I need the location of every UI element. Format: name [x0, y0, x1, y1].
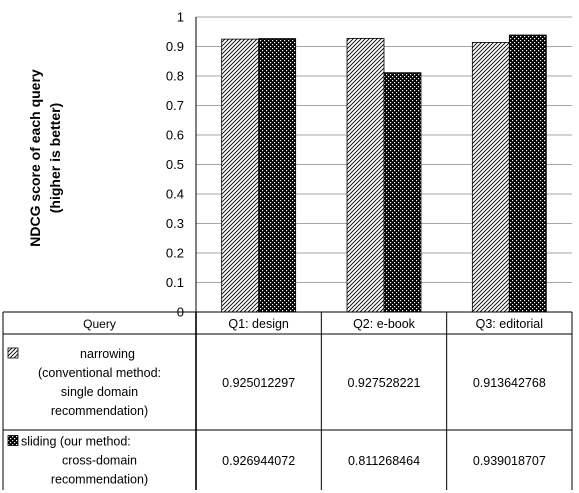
legend-entry-line: recommendation)	[51, 404, 148, 418]
y-axis-label-line1: NDCG score of each query	[27, 69, 43, 247]
y-tick-label: 0.3	[166, 216, 184, 231]
legend-entry-line: narrowing	[80, 347, 135, 361]
bar	[221, 38, 260, 313]
bar	[508, 34, 547, 313]
bar	[383, 72, 422, 313]
y-tick-label: 0.5	[166, 157, 184, 172]
x-tick-label: Q2: e-book	[353, 317, 416, 331]
legend-entry-line: single domain	[61, 385, 138, 399]
y-tick-label: 0.1	[166, 275, 184, 290]
data-value-cell: 0.811268464	[348, 454, 420, 468]
y-tick-label: 0.8	[166, 69, 184, 84]
axes	[190, 17, 572, 313]
y-tick-label: 0.6	[166, 128, 184, 143]
y-axis-label-line2: (higher is better)	[47, 103, 63, 213]
data-value-cell: 0.927528221	[348, 376, 421, 390]
legend-entry-line: sliding (our method:	[21, 435, 131, 449]
x-tick-label: Q3: editorial	[476, 317, 543, 331]
legend-entry-line: (conventional method:	[38, 366, 161, 380]
bars	[221, 34, 547, 313]
data-value-cell: 0.913642768	[473, 376, 546, 390]
bar	[346, 37, 385, 313]
data-value-cell: 0.925012297	[222, 376, 295, 390]
bar	[258, 38, 297, 313]
legend-swatch	[7, 435, 19, 446]
x-tick-label: Q1: design	[228, 317, 289, 331]
y-ticks: 00.10.20.30.40.50.60.70.80.91	[166, 10, 184, 320]
legend-entry-line: cross-domain	[62, 454, 137, 468]
data-table: Query Q1: design Q2: e-book Q3: editorial na…	[2, 311, 573, 490]
table-header-query: Query	[83, 317, 116, 331]
bar	[471, 42, 510, 313]
y-tick-label: 0.9	[166, 39, 184, 54]
legend-entry-line: recommendation)	[51, 473, 148, 487]
y-tick-label: 0.2	[166, 246, 184, 261]
y-tick-label: 1	[177, 10, 184, 25]
data-value-cell: 0.939018707	[473, 454, 546, 468]
y-tick-label: 0.4	[166, 187, 184, 202]
legend-swatch	[7, 347, 19, 359]
y-tick-label: 0.7	[166, 98, 184, 113]
data-value-cell: 0.926944072	[222, 454, 295, 468]
